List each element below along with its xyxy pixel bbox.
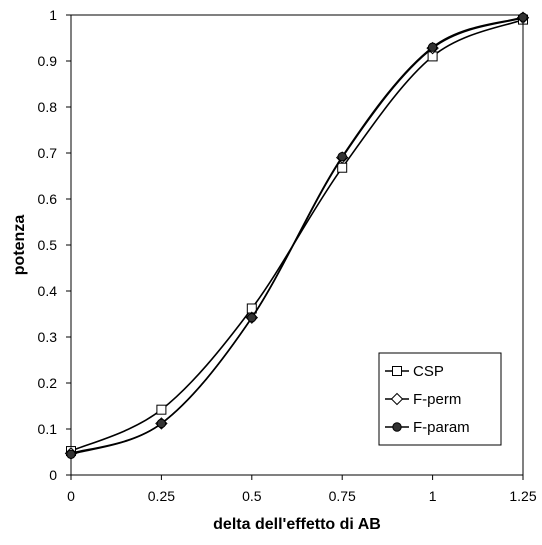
y-tick-label: 0.3 [38, 329, 58, 345]
data-point-csp [156, 404, 167, 415]
data-point-csp [337, 162, 348, 173]
data-point-f-param [337, 151, 347, 162]
data-point-f-param [156, 418, 167, 429]
data-point-f-param [518, 12, 528, 22]
y-tick-label: 0 [49, 467, 57, 483]
y-tick-label: 0.4 [38, 283, 58, 299]
x-tick-label: 0.5 [242, 488, 262, 504]
data-point-f-param [247, 312, 257, 323]
legend-marker-csp [392, 366, 402, 376]
series-f-param [66, 12, 528, 459]
series-layer [64, 11, 530, 460]
x-tick-label: 0.25 [148, 488, 175, 504]
legend: CSP F-perm F-param [378, 352, 502, 446]
legend-marker-f-perm [390, 392, 404, 406]
y-tick-label: 0.1 [38, 421, 58, 437]
y-tick-label: 0.6 [38, 191, 58, 207]
x-tick-label: 1 [429, 488, 437, 504]
y-tick-label: 1 [49, 7, 57, 23]
x-tick-label: 0.75 [329, 488, 356, 504]
y-tick-label: 0.8 [38, 99, 58, 115]
x-tick-label: 1.25 [509, 488, 536, 504]
legend-item-f-param: F-param [385, 419, 470, 436]
legend-label-f-perm: F-perm [413, 391, 461, 408]
x-axis-title: delta dell'effetto di AB [213, 516, 381, 533]
y-tick-label: 0.7 [38, 145, 58, 161]
legend-label-csp: CSP [413, 363, 444, 380]
x-axis: 0 0.25 0.5 0.75 1 1.25 [67, 475, 537, 504]
data-point-f-param [66, 449, 76, 459]
legend-item-f-perm: F-perm [385, 391, 461, 408]
y-tick-label: 0.2 [38, 375, 58, 391]
y-axis-title: potenza [11, 215, 28, 276]
x-tick-label: 0 [67, 488, 75, 504]
y-axis: 0 0.1 0.2 0.3 0.4 0.5 0.6 0.7 0.8 0.9 1 [38, 7, 71, 483]
legend-label-f-param: F-param [413, 419, 470, 436]
y-tick-label: 0.5 [38, 237, 58, 253]
legend-marker-f-param [392, 422, 402, 432]
y-tick-label: 0.9 [38, 53, 58, 69]
legend-item-csp: CSP [385, 363, 444, 380]
data-point-f-param [427, 42, 438, 52]
